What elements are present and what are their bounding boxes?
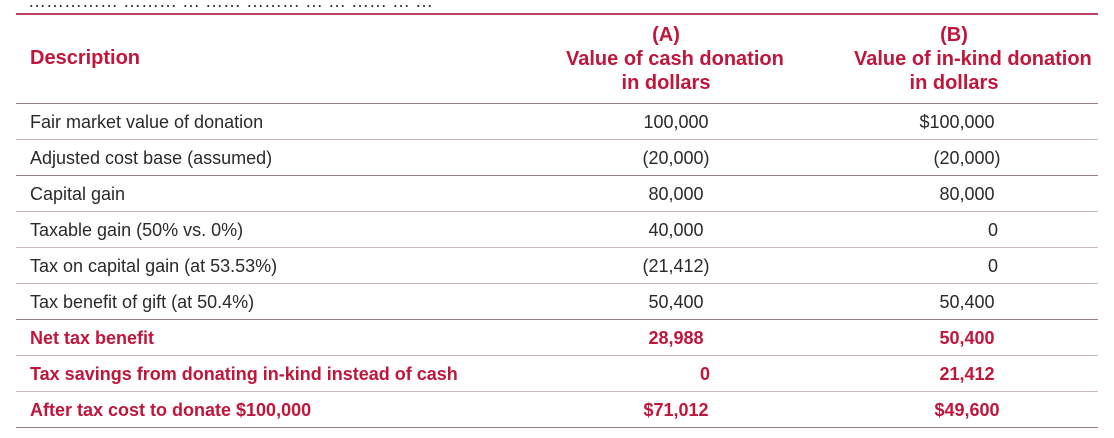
- row-label: Adjusted cost base (assumed): [30, 148, 273, 168]
- description-header: Description: [30, 47, 141, 69]
- header-bottom-rule: [16, 103, 1098, 104]
- in-kind-value: 50,400: [939, 328, 995, 348]
- column-b-title: Value of in-kind donation: [854, 48, 1092, 70]
- row-divider: [16, 247, 1098, 248]
- row-divider: [16, 139, 1098, 140]
- cash-value: 28,988: [648, 328, 704, 348]
- column-a-letter: (A): [652, 24, 680, 46]
- row-divider: [16, 283, 1098, 284]
- cash-value: (21,412): [642, 256, 710, 276]
- table-row-tax-savings: Tax savings from donating in-kind instea…: [0, 356, 1114, 392]
- cash-value: 40,000: [648, 220, 704, 240]
- column-b-unit: in dollars: [909, 72, 999, 94]
- cash-value: 50,400: [648, 292, 704, 312]
- in-kind-value: 21,412: [939, 364, 995, 384]
- table-row-net-benefit: Net tax benefit 28,988 50,400: [0, 320, 1114, 356]
- cash-value: 100,000: [643, 112, 709, 132]
- row-label: Net tax benefit: [30, 328, 155, 348]
- table-row: Tax on capital gain (at 53.53%) (21,412)…: [0, 248, 1114, 284]
- row-divider: [16, 319, 1098, 320]
- in-kind-value: $49,600: [934, 400, 1000, 420]
- row-label: Tax savings from donating in-kind instea…: [30, 364, 458, 384]
- in-kind-value: 80,000: [939, 184, 995, 204]
- table-row: Tax benefit of gift (at 50.4%) 50,400 50…: [0, 284, 1114, 320]
- in-kind-value: (20,000): [933, 148, 1001, 168]
- cash-value: (20,000): [642, 148, 710, 168]
- row-divider: [16, 175, 1098, 176]
- row-label: Fair market value of donation: [30, 112, 264, 132]
- row-divider: [16, 391, 1098, 392]
- table-row: Fair market value of donation 100,000 $1…: [0, 104, 1114, 140]
- row-label: Tax on capital gain (at 53.53%): [30, 256, 278, 276]
- cash-value: $71,012: [643, 400, 709, 420]
- table-top-rule: [16, 13, 1098, 15]
- row-label: After tax cost to donate $100,000: [30, 400, 312, 420]
- cash-value: 0: [699, 364, 710, 384]
- cropped-caption: …………… ……… … …… ……… … … …… … …: [16, 0, 1098, 12]
- table-bottom-rule: [16, 427, 1098, 428]
- column-b-header: (B) Value of in-kind donation in dollars: [854, 23, 1092, 95]
- row-divider: [16, 355, 1098, 356]
- in-kind-value: 50,400: [939, 292, 995, 312]
- table-row-after-tax-cost: After tax cost to donate $100,000 $71,01…: [0, 392, 1114, 428]
- table-row: Capital gain 80,000 80,000: [0, 176, 1114, 212]
- row-label: Capital gain: [30, 184, 126, 204]
- table-row: Taxable gain (50% vs. 0%) 40,000 0: [0, 212, 1114, 248]
- row-label: Tax benefit of gift (at 50.4%): [30, 292, 255, 312]
- table-row: Adjusted cost base (assumed) (20,000) (2…: [0, 140, 1114, 176]
- row-label: Taxable gain (50% vs. 0%): [30, 220, 244, 240]
- row-divider: [16, 211, 1098, 212]
- column-a-title: Value of cash donation: [566, 48, 784, 70]
- cash-value: 80,000: [648, 184, 704, 204]
- column-a-unit: in dollars: [621, 72, 711, 94]
- column-a-header: (A) Value of cash donation in dollars: [566, 23, 784, 95]
- in-kind-value: 0: [987, 256, 998, 276]
- column-b-letter: (B): [940, 24, 968, 46]
- in-kind-value: $100,000: [919, 112, 995, 132]
- in-kind-value: 0: [987, 220, 998, 240]
- cropped-caption-text: …………… ……… … …… ……… … … …… … …: [28, 0, 434, 11]
